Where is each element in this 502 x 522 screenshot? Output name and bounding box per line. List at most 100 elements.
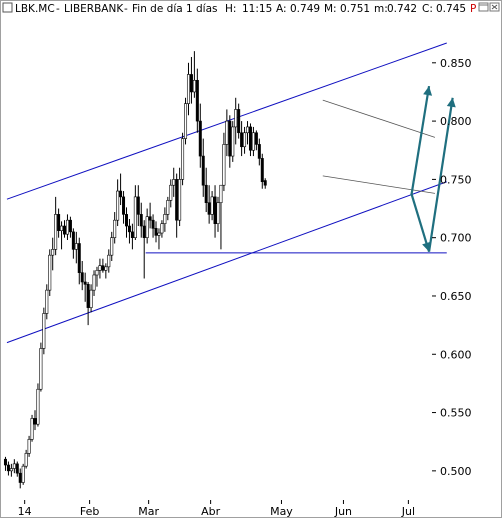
candle-body [48, 254, 52, 291]
candle [33, 410, 37, 431]
candle [127, 219, 131, 244]
candle [63, 220, 67, 238]
candle [207, 185, 211, 224]
candle-body [260, 158, 264, 183]
checkbox-icon[interactable] [2, 2, 13, 13]
x-tick-label: Jun [334, 505, 352, 518]
candle [124, 207, 128, 238]
y-tick-label: 0.700 [440, 232, 472, 245]
candle-body [189, 74, 193, 93]
header-open: 0.749 [290, 3, 320, 15]
candle-body [175, 179, 179, 221]
candle [184, 97, 188, 145]
candle-body [172, 179, 176, 186]
candle-body [257, 144, 261, 159]
candle [257, 138, 261, 166]
candle-body [124, 214, 128, 227]
candle-body [216, 202, 220, 224]
arrow-up-2 [427, 97, 456, 252]
candle-body [234, 109, 238, 128]
candle-body [15, 463, 19, 474]
candle-body [225, 120, 229, 145]
candle [248, 123, 252, 157]
candle-body [68, 219, 72, 233]
candle-body [127, 225, 131, 233]
candle [237, 103, 241, 139]
window-icon[interactable] [478, 2, 489, 12]
candle [89, 284, 93, 313]
forecast-arrows [410, 85, 456, 252]
candle [151, 214, 155, 238]
candle [186, 62, 190, 116]
candle-body [195, 79, 199, 122]
arrow-up-1-shaft [410, 85, 431, 196]
candle [139, 202, 143, 238]
header-high: 0.751 [340, 3, 370, 15]
y-tick-label: 0.550 [440, 407, 472, 420]
candle [198, 103, 202, 168]
header-m-label: M: [324, 3, 337, 15]
candle-body [133, 196, 137, 238]
y-tick-label: 0.650 [440, 290, 472, 303]
candle [216, 196, 220, 232]
candle-body [36, 388, 40, 425]
candle-body [65, 219, 69, 235]
wedge-top-line [322, 99, 436, 138]
candle [222, 132, 226, 192]
close-icon[interactable] [489, 2, 500, 12]
candle [80, 261, 84, 291]
candle [148, 202, 152, 229]
candle [68, 216, 72, 238]
candle-body [178, 179, 182, 221]
candle [251, 126, 255, 157]
candle-body [95, 270, 99, 276]
channel-lower-line [6, 181, 447, 344]
y-tick-label: 0.500 [440, 465, 472, 478]
candle [101, 258, 105, 273]
candle [181, 132, 185, 186]
candle [24, 449, 28, 469]
candle [175, 173, 179, 238]
y-tick-label: 0.600 [440, 348, 472, 361]
candle-body [60, 225, 64, 231]
candle-body [186, 74, 190, 104]
candle [3, 456, 7, 471]
candle-body [130, 231, 134, 238]
candle-body [139, 214, 143, 227]
candle-body [228, 120, 232, 157]
candle [104, 263, 108, 279]
candle-body [3, 458, 7, 466]
header-name: LIBERBANK [64, 3, 124, 15]
candle-body [248, 126, 252, 151]
candle [225, 109, 229, 157]
header-symbol: LBK.MC [15, 3, 55, 15]
candle-body [57, 214, 61, 231]
candle [95, 266, 99, 287]
candle-body [243, 132, 247, 148]
header-flag: P [470, 3, 476, 15]
candle-body [74, 243, 78, 250]
header-mm-label: m: [374, 3, 388, 15]
candle-body [27, 439, 31, 454]
candle [110, 231, 114, 261]
candle-body [231, 126, 235, 157]
candle [219, 184, 223, 250]
candle [27, 435, 31, 457]
candle-body [107, 254, 111, 268]
candle [119, 173, 123, 206]
candle-body [142, 225, 146, 238]
candle [195, 68, 199, 133]
candle-body [63, 225, 67, 235]
header-dash: - [56, 3, 60, 15]
candle [172, 167, 176, 197]
candle [246, 121, 250, 145]
candle-body [169, 184, 173, 201]
candle [86, 281, 90, 326]
candle-body [113, 219, 117, 238]
candle [51, 237, 55, 271]
candle-body [240, 132, 244, 148]
x-tick-label: May [270, 505, 293, 518]
header-c-label: C: [422, 3, 433, 15]
